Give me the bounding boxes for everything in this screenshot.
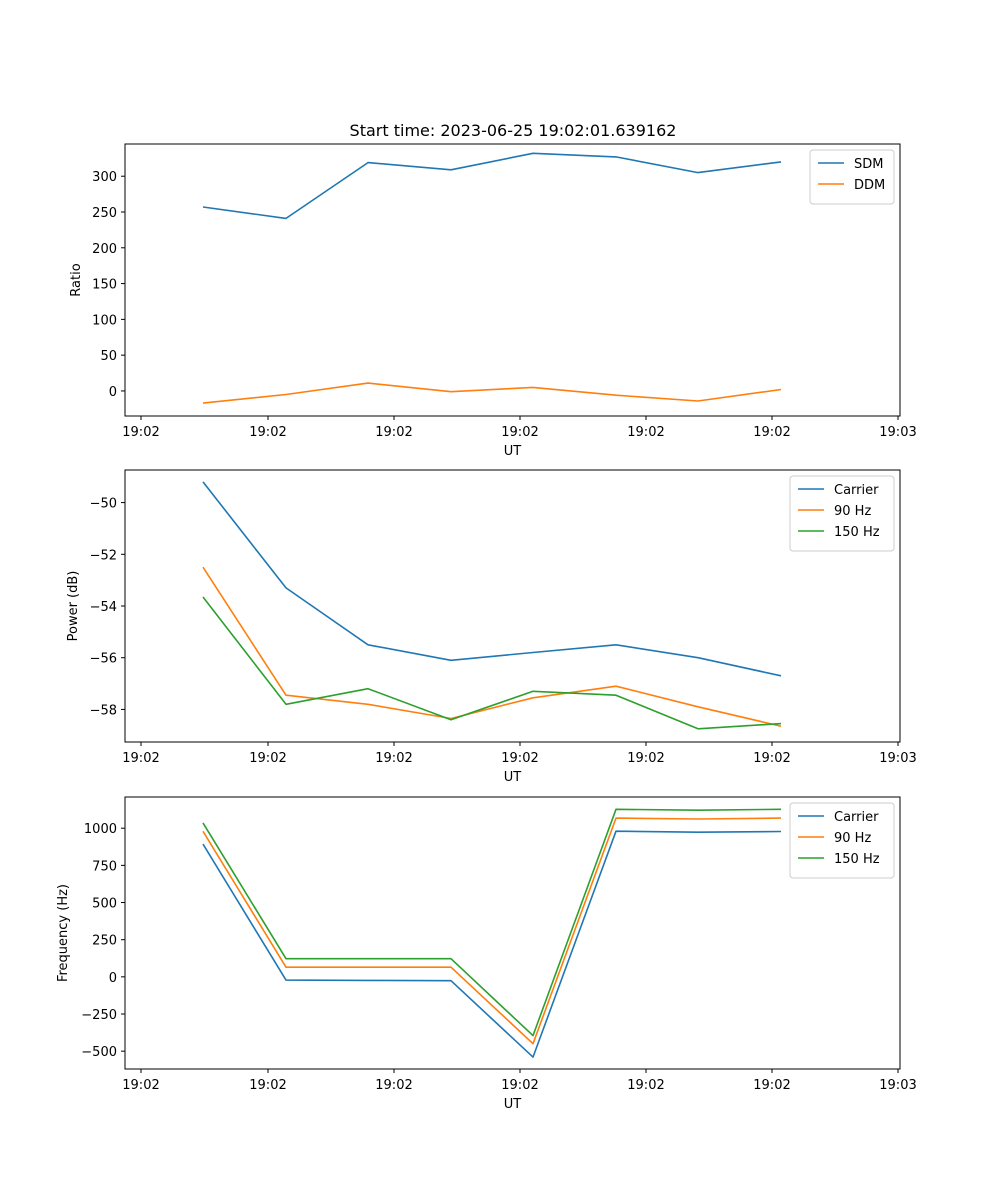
frequency-x-tick-label: 19:02: [753, 1078, 790, 1093]
ratio-series-line-ddm: [202, 382, 782, 404]
power-y-tick-label: −50: [90, 497, 117, 512]
power-x-tick-label: 19:02: [753, 751, 790, 766]
power-y-tick-label: −56: [90, 652, 117, 667]
frequency-y-tick-label: 750: [92, 859, 117, 874]
frequency-x-tick-label: 19:02: [122, 1078, 159, 1093]
frequency-y-axis-label: Frequency (Hz): [56, 884, 71, 982]
frequency-y-tick-label: −500: [81, 1045, 117, 1060]
frequency-legend-label: Carrier: [834, 810, 879, 825]
power-y-tick-label: −52: [90, 548, 117, 563]
frequency-panel: 19:02 19:02 19:02 19:02 19:02 19:02 19:03 −500 −…: [56, 796, 917, 1112]
power-legend-label: 90 Hz: [834, 504, 871, 519]
frequency-x-tick-label: 19:02: [627, 1078, 664, 1093]
power-x-tick-label: 19:02: [375, 751, 412, 766]
frequency-x-axis-label: UT: [504, 1097, 522, 1112]
ratio-x-tick-label: 19:03: [879, 425, 916, 440]
power-y-axis-label: Power (dB): [66, 571, 81, 642]
ratio-x-tick-label: 19:02: [122, 425, 159, 440]
frequency-x-tick-label: 19:02: [501, 1078, 538, 1093]
frequency-axes-frame: [124, 796, 901, 1070]
power-y-tick-label: −54: [90, 600, 117, 615]
power-legend-label: 150 Hz: [834, 525, 880, 540]
chart-title: Start time: 2023-06-25 19:02:01.639162: [350, 121, 677, 140]
power-legend: Carrier 90 Hz 150 Hz: [789, 475, 895, 552]
power-x-tick-label: 19:02: [627, 751, 664, 766]
power-x-tick-label: 19:03: [879, 751, 916, 766]
frequency-y-tick-label: 250: [92, 934, 117, 949]
power-axes-frame: [124, 469, 901, 743]
ratio-y-tick-label: 200: [92, 242, 117, 257]
ratio-y-tick-label: 100: [92, 313, 117, 328]
ratio-y-tick-label: 150: [92, 278, 117, 293]
ratio-x-axis-label: UT: [504, 444, 522, 459]
frequency-y-tick-label: −250: [81, 1008, 117, 1023]
ratio-y-tick-label: 250: [92, 206, 117, 221]
ratio-x-tick-label: 19:02: [753, 425, 790, 440]
frequency-series-line-150-hz: [202, 808, 782, 1037]
frequency-legend-label: 90 Hz: [834, 831, 871, 846]
frequency-legend-box: [789, 802, 895, 879]
power-legend-label: Carrier: [834, 483, 879, 498]
power-legend-box: [789, 475, 895, 552]
frequency-legend: Carrier 90 Hz 150 Hz: [789, 802, 895, 879]
ratio-legend-label: DDM: [854, 178, 885, 193]
frequency-y-tick-label: 1000: [84, 822, 117, 837]
frequency-legend-label: 150 Hz: [834, 852, 880, 867]
frequency-series-line-carrier: [202, 830, 782, 1058]
ratio-y-axis-label: Ratio: [69, 263, 84, 296]
ratio-legend-label: SDM: [854, 157, 883, 172]
ratio-y-tick-label: 300: [92, 170, 117, 185]
frequency-y-tick-label: 500: [92, 897, 117, 912]
frequency-y-tick-label: 0: [109, 971, 117, 986]
frequency-x-tick-label: 19:02: [249, 1078, 286, 1093]
ratio-panel: 19:02 19:02 19:02 19:02 19:02 19:02 19:03 0 50 10…: [69, 143, 917, 459]
ratio-series-line-sdm: [202, 152, 782, 220]
ratio-y-tick-label: 50: [100, 349, 117, 364]
power-series-line-90-hz: [202, 566, 782, 727]
power-x-tick-label: 19:02: [501, 751, 538, 766]
power-x-tick-label: 19:02: [122, 751, 159, 766]
power-x-axis-label: UT: [504, 770, 522, 785]
frequency-series-line-90-hz: [202, 817, 782, 1045]
ratio-axes-frame: [124, 143, 901, 417]
frequency-x-tick-label: 19:03: [879, 1078, 916, 1093]
power-x-tick-label: 19:02: [249, 751, 286, 766]
ratio-x-tick-label: 19:02: [375, 425, 412, 440]
ratio-x-tick-label: 19:02: [627, 425, 664, 440]
ratio-x-tick-label: 19:02: [501, 425, 538, 440]
power-y-tick-label: −58: [90, 703, 117, 718]
ratio-legend: SDM DDM: [809, 149, 895, 205]
power-series-line-150-hz: [202, 596, 782, 730]
frequency-x-tick-label: 19:02: [375, 1078, 412, 1093]
ratio-x-tick-label: 19:02: [249, 425, 286, 440]
power-series-line-carrier: [202, 481, 782, 677]
power-panel: 19:02 19:02 19:02 19:02 19:02 19:02 19:03 −58 −5…: [66, 469, 917, 785]
ratio-y-tick-label: 0: [109, 385, 117, 400]
